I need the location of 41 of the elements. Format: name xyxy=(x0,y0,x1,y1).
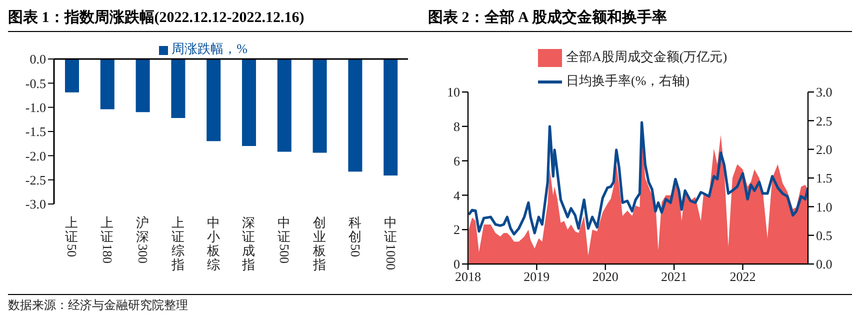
x-tick-label: 中证1000 xyxy=(383,215,398,270)
legend-label: 全部A股周成交金额(万亿元) xyxy=(566,48,728,64)
y-tick-label: -2.0 xyxy=(25,148,46,164)
x-tick-label: 上证50 xyxy=(64,215,80,257)
y-tick-label: 0.0 xyxy=(30,52,46,67)
x-tick-label: 中小板综 xyxy=(206,215,220,272)
x-tick-label: 2018 xyxy=(455,269,481,284)
y-tick-label: 2 xyxy=(454,222,460,238)
x-tick-label: 2021 xyxy=(661,269,688,284)
y2-tick-label: 2.5 xyxy=(816,113,832,128)
x-tick-label: 2020 xyxy=(592,269,618,284)
y-tick-label: 8 xyxy=(454,119,460,134)
legend-label: 周涨跌幅，% xyxy=(172,41,248,56)
source-note: 数据来源：经济与金融研究院整理 xyxy=(8,294,852,314)
x-tick-label: 沪深300 xyxy=(136,215,150,264)
x-tick-label: 上证180 xyxy=(100,215,116,264)
y-tick-label: -2.5 xyxy=(25,172,46,188)
x-tick-label: 深证成指 xyxy=(241,215,256,272)
x-tick-label: 2022 xyxy=(730,269,756,284)
chart-title: 图表 2：全部 A 股成交金额和换手率 xyxy=(428,8,852,32)
y2-tick-label: 0.5 xyxy=(816,228,832,243)
y-tick-label: -1.5 xyxy=(25,124,46,140)
y-tick-label: 10 xyxy=(447,84,460,100)
x-tick-label: 2019 xyxy=(524,269,550,284)
legend-label: 日均换手率(%，右轴) xyxy=(566,72,690,88)
y2-tick-label: 1.5 xyxy=(816,170,832,186)
y2-tick-label: 0.0 xyxy=(816,256,832,272)
x-tick-label: 创业板指 xyxy=(312,215,326,272)
y-tick-label: -1.0 xyxy=(25,100,46,115)
chart-title: 图表 1：指数周涨跌幅(2022.12.12-2022.12.16) xyxy=(8,8,428,32)
y-tick-label: 6 xyxy=(454,153,460,168)
y-tick-label: 4 xyxy=(454,188,460,203)
y-tick-label: -3.0 xyxy=(25,196,46,212)
x-tick-label: 上证综指 xyxy=(170,215,184,272)
x-tick-label: 中证500 xyxy=(277,215,292,264)
x-tick-label: 科创50 xyxy=(348,215,363,257)
y2-tick-label: 2.0 xyxy=(816,142,832,157)
y-tick-label: 0 xyxy=(454,256,460,272)
y2-tick-label: 3.0 xyxy=(816,84,832,100)
y2-tick-label: 1.0 xyxy=(816,199,832,214)
y-tick-label: -0.5 xyxy=(25,76,46,91)
